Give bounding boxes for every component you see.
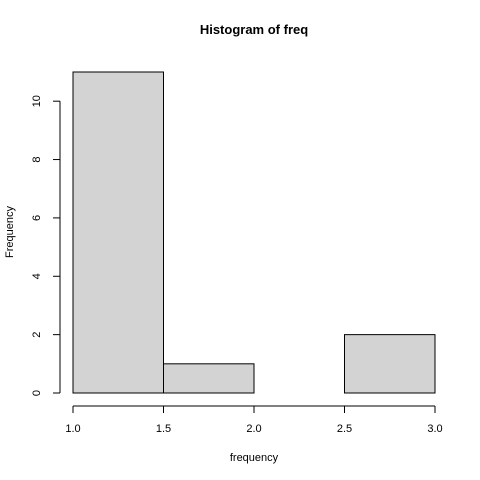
x-tick-label-2: 2.0 [246,423,261,435]
y-tick-label-4: 8 [31,156,43,162]
x-tick-label-3: 2.5 [337,423,352,435]
y-tick-label-5: 10 [31,95,43,107]
x-axis-label: frequency [230,452,279,464]
x-tick-label-4: 3.0 [427,423,442,435]
histogram-bar-3 [344,334,436,394]
x-tick-label-0: 1.0 [65,423,80,435]
chart-title: Histogram of freq [200,22,308,37]
y-tick-label-0: 0 [31,390,43,396]
histogram-bar-1 [163,363,255,394]
x-tick-label-1: 1.5 [156,423,171,435]
y-axis: 0 2 4 6 8 10 [31,95,61,396]
y-tick-label-1: 2 [31,332,43,338]
y-tick-label-2: 4 [31,273,43,279]
x-axis: 1.0 1.5 2.0 2.5 3.0 [65,405,443,435]
histogram-bar-0 [72,71,164,394]
y-axis-label: Frequency [4,206,16,258]
y-tick-label-3: 6 [31,215,43,221]
bars-group [72,71,436,394]
